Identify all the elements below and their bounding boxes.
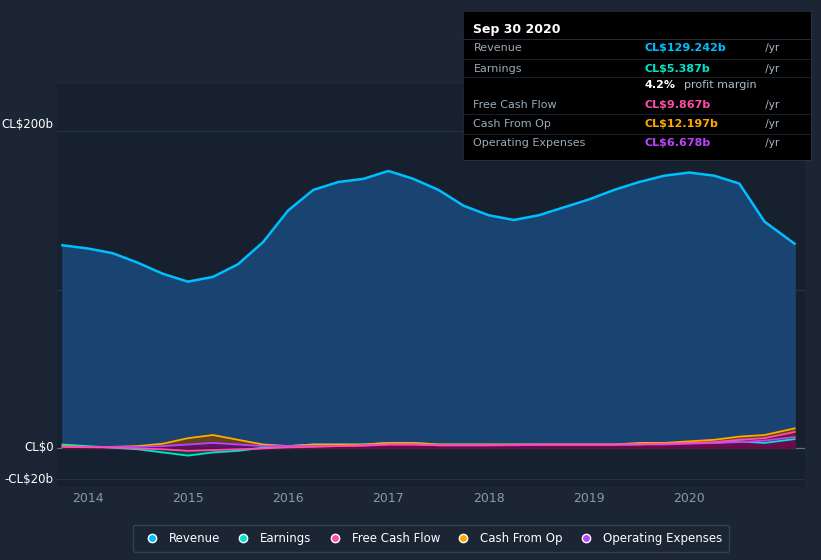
Text: CL$200b: CL$200b: [2, 118, 53, 132]
Text: Operating Expenses: Operating Expenses: [474, 138, 586, 148]
Text: Revenue: Revenue: [474, 43, 522, 53]
Text: -CL$20b: -CL$20b: [5, 473, 53, 486]
Text: /yr: /yr: [763, 119, 780, 129]
Text: Sep 30 2020: Sep 30 2020: [474, 22, 561, 35]
Text: CL$9.867b: CL$9.867b: [644, 100, 710, 110]
Text: 4.2%: 4.2%: [644, 81, 675, 90]
Text: CL$12.197b: CL$12.197b: [644, 119, 718, 129]
Text: Cash From Op: Cash From Op: [474, 119, 552, 129]
Text: /yr: /yr: [763, 138, 780, 148]
Text: /yr: /yr: [763, 43, 780, 53]
Text: CL$0: CL$0: [24, 441, 53, 454]
Text: profit margin: profit margin: [684, 81, 757, 90]
Text: CL$6.678b: CL$6.678b: [644, 138, 710, 148]
Text: /yr: /yr: [763, 100, 780, 110]
Text: CL$5.387b: CL$5.387b: [644, 64, 710, 74]
Text: CL$129.242b: CL$129.242b: [644, 43, 726, 53]
Text: Free Cash Flow: Free Cash Flow: [474, 100, 557, 110]
Text: /yr: /yr: [763, 64, 780, 74]
Text: Earnings: Earnings: [474, 64, 522, 74]
Legend: Revenue, Earnings, Free Cash Flow, Cash From Op, Operating Expenses: Revenue, Earnings, Free Cash Flow, Cash …: [133, 525, 729, 552]
